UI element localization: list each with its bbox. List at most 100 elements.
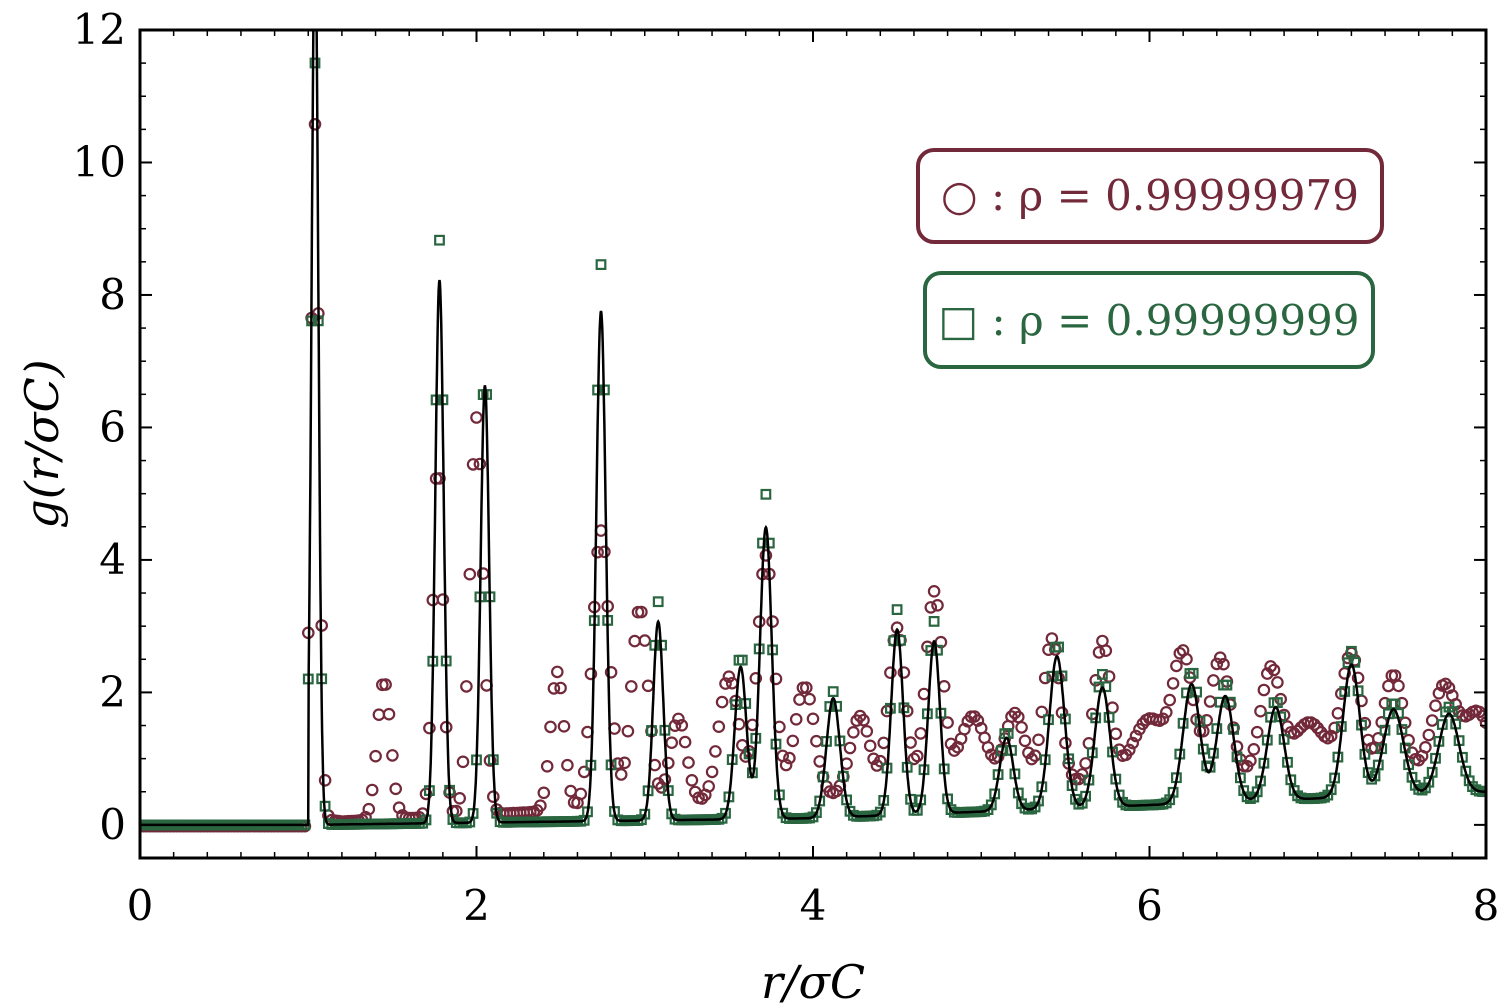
data-point-circle <box>675 718 689 732</box>
data-point-circle <box>860 724 874 738</box>
data-point-circle <box>389 782 402 796</box>
data-point-circle <box>867 752 880 766</box>
data-point-circle <box>577 765 591 779</box>
data-point-circle <box>705 765 719 779</box>
data-point-circle <box>584 667 598 681</box>
data-point-circle <box>1244 754 1257 767</box>
data-point-circle <box>544 720 557 734</box>
data-point-circle <box>473 457 487 471</box>
data-point-circle <box>847 725 860 739</box>
data-point-square <box>874 806 886 818</box>
data-point-circle <box>749 671 763 685</box>
data-point-square <box>1221 679 1233 691</box>
data-point-circle <box>604 665 618 679</box>
y-tick-label: 0 <box>99 800 126 849</box>
data-point-circle <box>1075 768 1089 781</box>
data-point-circle <box>1109 727 1123 741</box>
data-point-square <box>309 57 321 69</box>
data-point-circle <box>436 593 450 606</box>
data-point-circle <box>423 721 436 735</box>
data-point-circle <box>308 118 322 131</box>
data-point-circle <box>884 666 897 679</box>
data-point-circle <box>799 681 813 694</box>
data-point-circle <box>564 784 577 798</box>
data-point-circle <box>1170 659 1183 673</box>
data-point-circle <box>1308 718 1321 731</box>
data-point-circle <box>641 679 655 693</box>
y-tick-label: 2 <box>99 667 126 716</box>
data-point-circle <box>1331 706 1345 720</box>
data-point-square <box>985 799 997 811</box>
data-point-circle <box>1180 652 1193 666</box>
data-point-circle <box>1476 709 1486 723</box>
data-point-circle <box>981 740 995 754</box>
data-point-circle <box>1264 660 1277 673</box>
data-point-square <box>1423 776 1435 788</box>
data-point-circle <box>971 714 985 727</box>
data-point-circle <box>318 773 332 787</box>
data-point-circle <box>1479 716 1486 729</box>
data-point-circle <box>1257 683 1271 697</box>
y-tick-label: 4 <box>99 535 126 584</box>
data-point-circle <box>806 712 820 726</box>
data-point-square <box>1325 784 1337 796</box>
data-point-circle <box>685 773 699 787</box>
axis-ticks <box>139 29 1487 858</box>
data-point-circle <box>658 773 672 786</box>
data-point-circle <box>547 682 561 695</box>
data-point-circle <box>463 567 477 581</box>
data-point-circle <box>715 695 729 709</box>
data-point-square <box>1096 668 1108 680</box>
data-point-circle <box>1338 667 1351 680</box>
data-point-square <box>827 686 839 697</box>
data-point-circle <box>682 756 695 769</box>
data-point-circle <box>1099 644 1113 657</box>
data-point-circle <box>1351 671 1365 685</box>
data-point-circle <box>1210 657 1224 671</box>
data-point-circle <box>618 756 631 770</box>
data-point-circle <box>614 768 628 781</box>
data-point-circle <box>1250 725 1264 739</box>
data-point-square <box>736 654 748 666</box>
data-point-square <box>1033 795 1044 807</box>
data-point-circle <box>863 739 877 753</box>
data-point-circle <box>1217 657 1230 671</box>
data-point-circle <box>769 672 783 686</box>
data-point-circle <box>1429 699 1442 712</box>
legend-entry-circles: ○ : ρ = 0.99999979 <box>941 171 1359 220</box>
data-point-circle <box>1018 734 1032 748</box>
y-tick-label: 6 <box>99 402 126 451</box>
data-point-circle <box>554 681 567 695</box>
data-point-circle <box>897 666 911 679</box>
data-point-circle <box>944 737 958 751</box>
data-point-circle <box>1392 679 1405 693</box>
data-point-circle <box>695 792 709 805</box>
data-point-circle <box>598 545 611 559</box>
x-axis-label: r/σC <box>761 955 865 1007</box>
data-point-circle <box>624 680 638 693</box>
data-point-circle <box>1166 677 1180 690</box>
x-tick-label: 6 <box>1136 881 1163 930</box>
data-point-circle <box>1129 729 1143 743</box>
x-tick-label: 2 <box>463 881 490 930</box>
data-point-circle <box>766 615 779 628</box>
y-axis-label: g(r/σC) <box>15 359 69 528</box>
data-point-circle <box>628 634 641 648</box>
data-point-square <box>720 807 731 819</box>
data-point-circle <box>678 735 692 749</box>
data-point-square <box>595 259 607 270</box>
data-point-circle <box>786 734 800 748</box>
data-point-circle <box>914 727 927 740</box>
data-point-circle <box>937 679 951 693</box>
data-point-square <box>928 615 940 627</box>
data-point-circle <box>947 744 961 757</box>
data-point-circle <box>1163 693 1176 707</box>
data-point-circle <box>873 754 887 768</box>
data-point-circle <box>470 411 483 424</box>
data-point-circle <box>665 736 678 749</box>
data-point-circle <box>1425 714 1439 727</box>
legend-box-squares <box>923 271 1375 369</box>
data-point-circle <box>803 692 816 706</box>
data-point-circle <box>719 677 732 690</box>
